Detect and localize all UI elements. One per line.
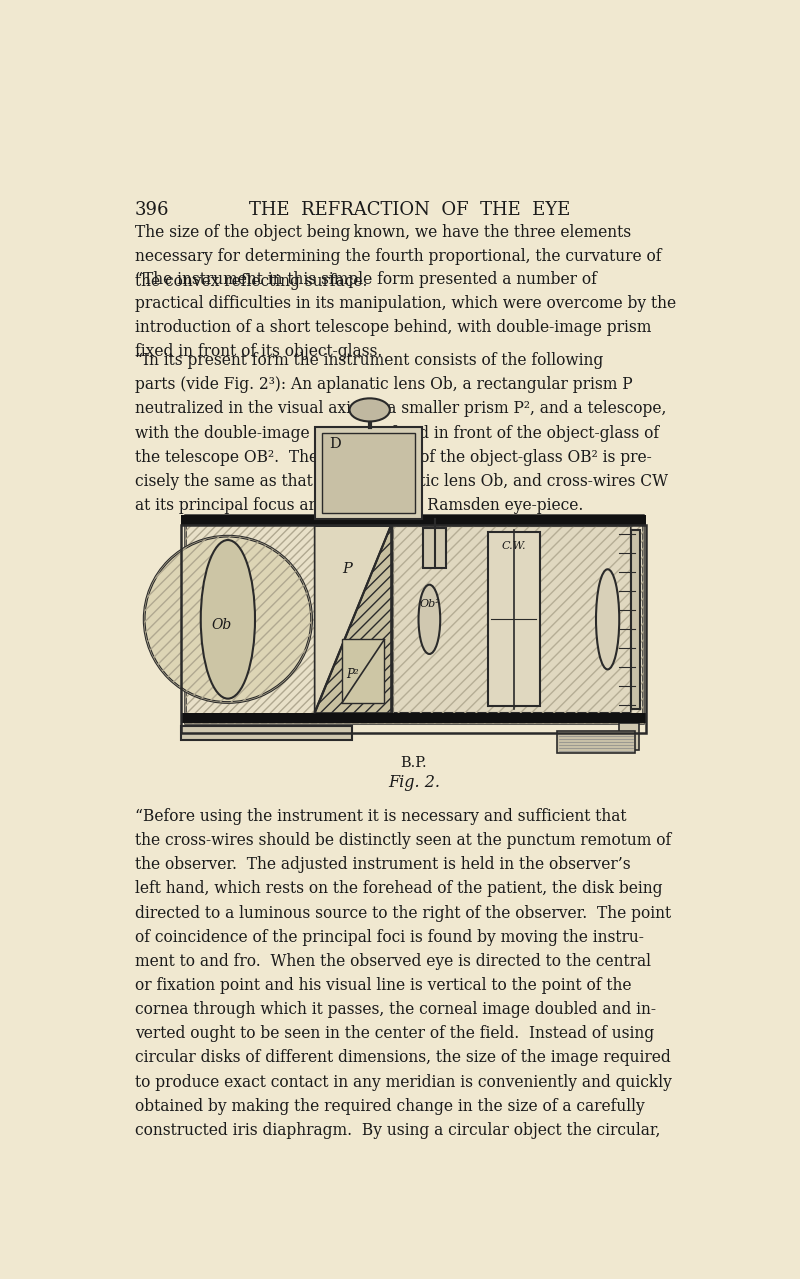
Text: Fig. 2.: Fig. 2.	[388, 774, 440, 792]
Bar	[619, 724, 638, 751]
Bar	[314, 526, 390, 712]
Bar	[182, 515, 646, 526]
Text: D: D	[329, 436, 341, 450]
Text: P: P	[342, 561, 352, 576]
Text: The size of the object being known, we have the three elements
necessary for det: The size of the object being known, we h…	[135, 224, 662, 289]
Polygon shape	[314, 526, 390, 712]
Bar	[393, 526, 631, 712]
Bar	[186, 515, 642, 724]
Text: B.P.: B.P.	[401, 756, 427, 770]
Bar	[322, 434, 415, 513]
Ellipse shape	[596, 569, 619, 669]
Text: Ob²: Ob²	[420, 599, 441, 609]
Text: THE  REFRACTION  OF  THE  EYE: THE REFRACTION OF THE EYE	[250, 201, 570, 219]
Text: “In its present form the instrument consists of the following
parts (vide Fig. 2: “In its present form the instrument cons…	[135, 352, 668, 514]
Bar	[182, 526, 646, 733]
Bar	[315, 427, 422, 519]
Text: “Before using the instrument it is necessary and sufficient that
the cross-wires: “Before using the instrument it is neces…	[135, 808, 672, 1138]
Ellipse shape	[350, 398, 390, 422]
Bar	[186, 515, 642, 724]
Polygon shape	[314, 526, 390, 712]
Text: P²: P²	[346, 668, 359, 680]
Bar	[631, 530, 640, 709]
Text: C.W.: C.W.	[502, 541, 526, 551]
Bar	[558, 732, 634, 752]
Bar	[342, 640, 385, 703]
Bar	[182, 726, 352, 741]
Text: 396: 396	[135, 201, 170, 219]
Bar	[487, 532, 540, 706]
Text: Ob: Ob	[211, 619, 232, 633]
Ellipse shape	[201, 540, 255, 698]
Bar	[182, 714, 646, 724]
Circle shape	[144, 536, 311, 702]
Text: “The instrument in this simple form presented a number of
practical difficulties: “The instrument in this simple form pres…	[135, 271, 676, 359]
Ellipse shape	[418, 585, 440, 654]
Bar	[423, 528, 446, 568]
Bar	[393, 526, 631, 712]
